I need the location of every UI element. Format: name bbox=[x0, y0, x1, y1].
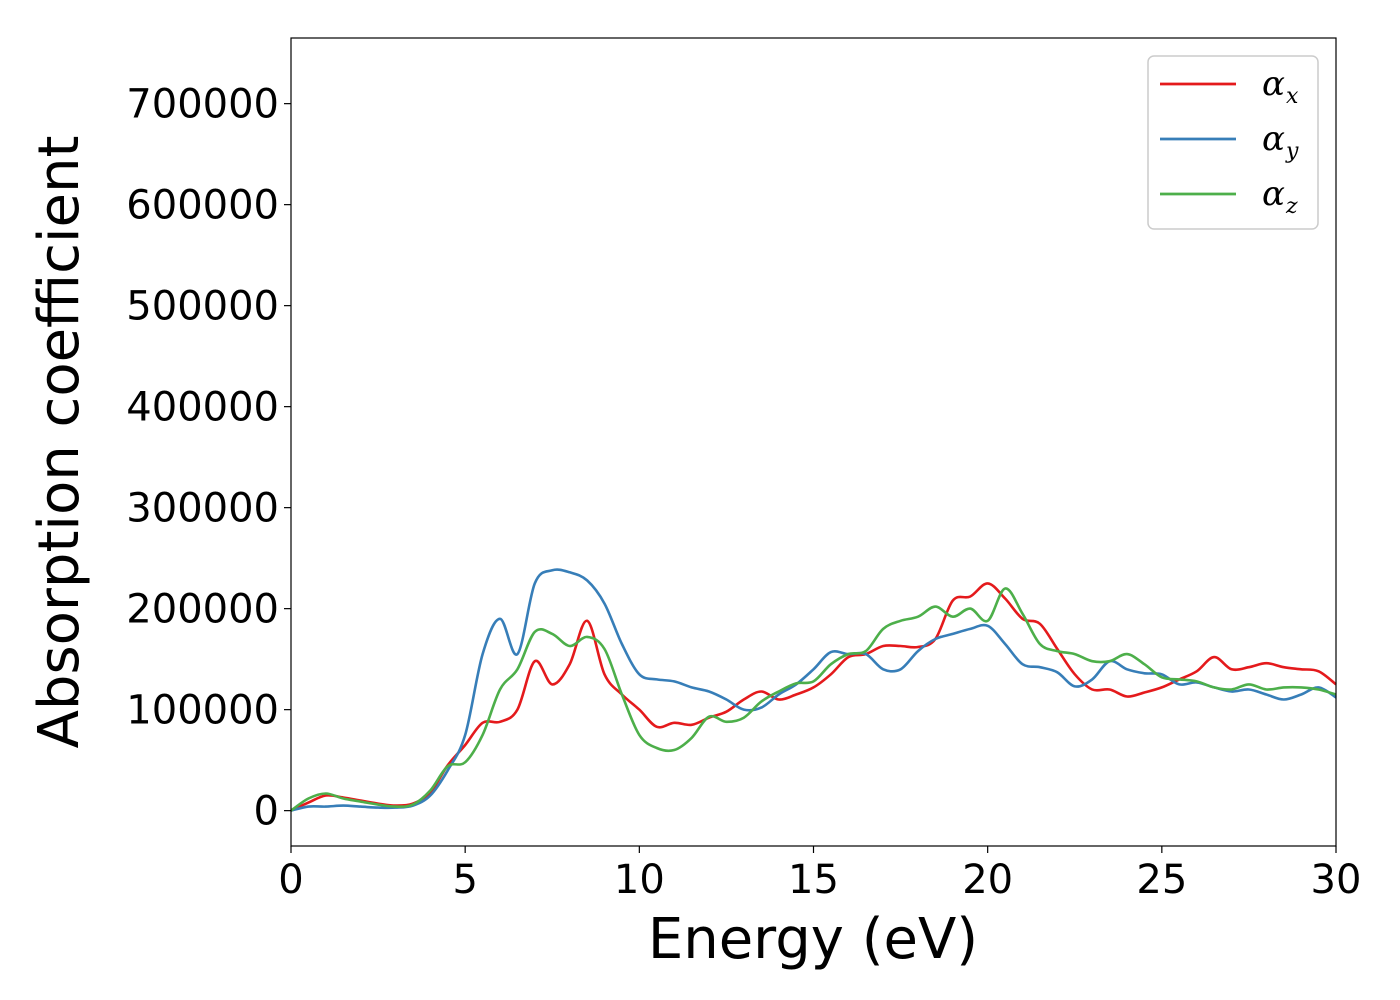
legend-box bbox=[1147, 55, 1319, 230]
x-tick-label: 25 bbox=[1136, 857, 1187, 903]
series-line-x bbox=[290, 582, 1337, 812]
legend-subscript: y bbox=[1285, 139, 1299, 164]
y-tick-label: 500000 bbox=[126, 284, 279, 330]
y-axis-title: Absorption coefficient bbox=[27, 136, 92, 749]
series-line-y bbox=[290, 568, 1337, 812]
y-tick-label: 600000 bbox=[126, 183, 279, 229]
legend-subscript: z bbox=[1285, 194, 1298, 219]
y-tick-label: 0 bbox=[254, 789, 279, 835]
y-tick-label: 100000 bbox=[126, 688, 279, 734]
x-tick-label: 20 bbox=[962, 857, 1013, 903]
series-line-z bbox=[290, 587, 1337, 812]
y-tick-label: 200000 bbox=[126, 587, 279, 633]
y-axis: 0 100000 200000 300000 400000 500000 600000 700… bbox=[126, 82, 291, 835]
x-tick-label: 10 bbox=[614, 857, 665, 903]
x-axis-title: Energy (eV) bbox=[648, 907, 978, 972]
y-tick-label: 300000 bbox=[126, 486, 279, 532]
legend-subscript: x bbox=[1286, 84, 1299, 109]
x-axis: 0 5 10 15 20 25 30 bbox=[278, 846, 1361, 903]
x-tick-label: 0 bbox=[278, 857, 303, 903]
series-layer bbox=[290, 568, 1337, 812]
x-tick-label: 30 bbox=[1311, 857, 1362, 903]
y-tick-label: 400000 bbox=[126, 385, 279, 431]
x-tick-label: 15 bbox=[788, 857, 839, 903]
x-tick-label: 5 bbox=[452, 857, 477, 903]
y-tick-label: 700000 bbox=[126, 82, 279, 128]
